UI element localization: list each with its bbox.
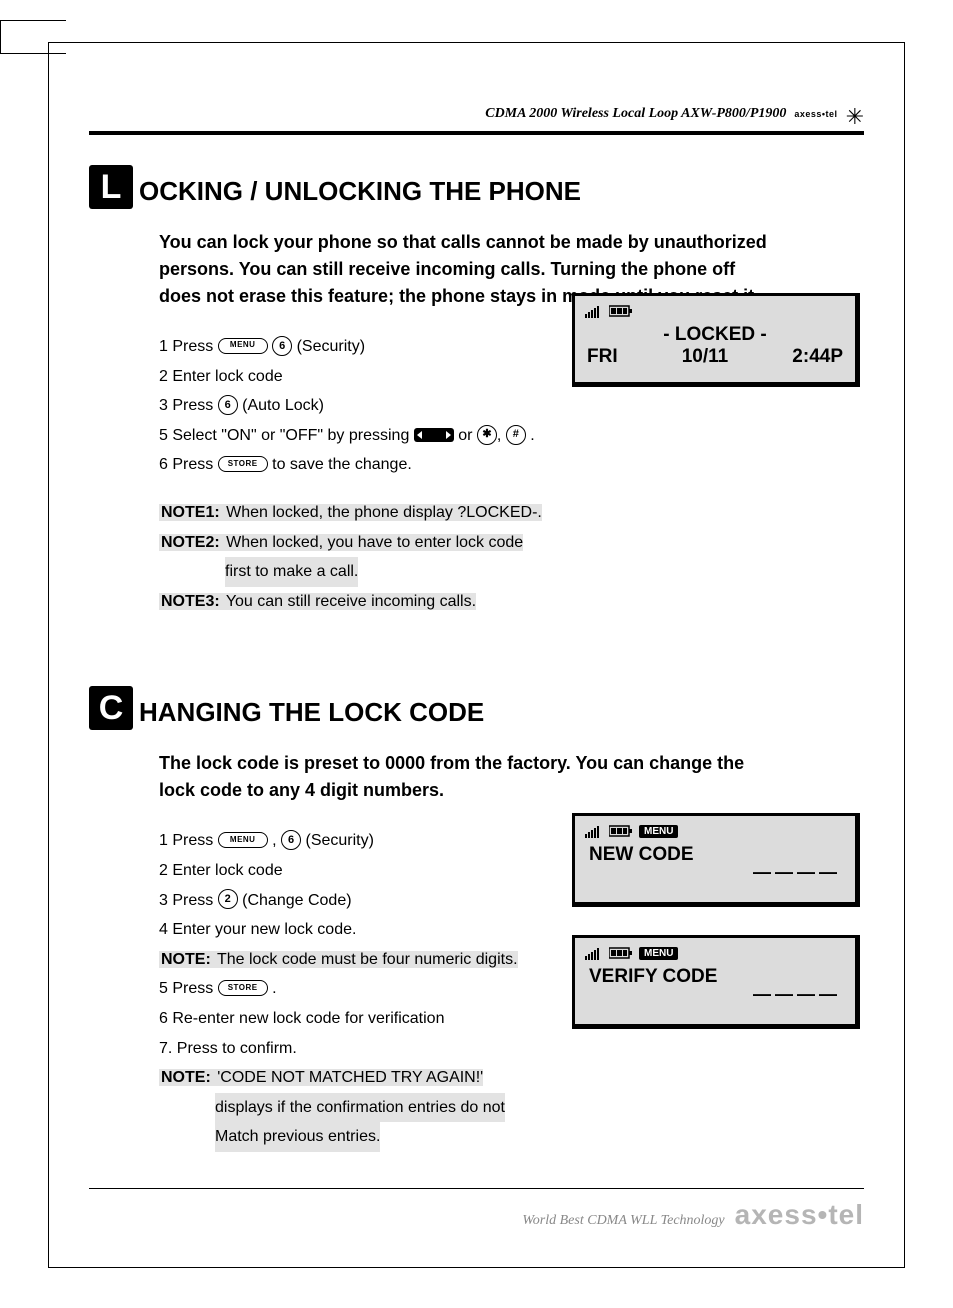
section2-intro: The lock code is preset to 0000 from the… <box>159 750 779 804</box>
s1-step5-a: 5 Select "ON" or "OFF" by pressing <box>159 427 414 444</box>
s2-noteB-text: 'CODE NOT MATCHED TRY AGAIN!' <box>213 1069 483 1086</box>
s1-step1-a: 1 Press <box>159 338 218 355</box>
signal-icon <box>585 304 603 318</box>
s2-step3-a: 3 Press <box>159 892 218 909</box>
key-2-icon: 2 <box>218 889 238 909</box>
note2-cont: first to make a call. <box>225 557 358 587</box>
key-6-icon: 6 <box>218 395 238 415</box>
lcd1-day: FRI <box>587 346 618 368</box>
s2-step1-b: , <box>272 832 281 849</box>
section1-dropcap: L <box>89 165 133 209</box>
note1-label: NOTE1: <box>159 504 222 521</box>
lcd-verifycode-display: MENU VERIFY CODE ———— <box>572 935 860 1029</box>
key-star-icon: ✱ <box>477 425 497 445</box>
s1-step5-d: . <box>530 427 534 444</box>
s2-step1-a: 1 Press <box>159 832 218 849</box>
key-hash-icon: # <box>506 425 526 445</box>
s2-noteB-cont2: Match previous entries. <box>215 1122 380 1152</box>
logo-snowflake-icon: ✳ <box>846 106 864 128</box>
battery-icon <box>609 305 633 317</box>
store-key-icon: STORE <box>218 456 268 472</box>
s1-step5-b: or <box>458 427 477 444</box>
note2-text: When locked, you have to enter lock code <box>222 534 524 551</box>
note3-text: You can still receive incoming calls. <box>222 593 476 610</box>
lcd1-line1: - LOCKED - <box>585 324 845 346</box>
s1-step5-c: , <box>497 427 506 444</box>
section1-notes: NOTE1: When locked, the phone display ?L… <box>159 498 864 616</box>
page-footer: World Best CDMA WLL Technology axess•tel <box>89 1164 864 1231</box>
s2-step3-b: (Change Code) <box>242 892 351 909</box>
header-product-line: CDMA 2000 Wireless Local Loop AXW-P800/P… <box>485 106 786 122</box>
section2-title: C HANGING THE LOCK CODE <box>89 686 864 730</box>
lcd2-menu-badge: MENU <box>639 825 678 838</box>
section2-title-text: HANGING THE LOCK CODE <box>139 697 484 730</box>
s2-step7: 7. Press to confirm. <box>159 1034 864 1064</box>
s2-noteB-cont1: displays if the confirmation entries do … <box>215 1093 505 1123</box>
s2-step5-b: . <box>272 980 276 997</box>
s2-noteA-label: NOTE: <box>159 951 213 968</box>
s1-step3-a: 3 Press <box>159 397 218 414</box>
page-frame: CDMA 2000 Wireless Local Loop AXW-P800/P… <box>48 42 905 1268</box>
note2-label: NOTE2: <box>159 534 222 551</box>
lcd1-time: 2:44P <box>792 346 843 368</box>
section1-title: L OCKING / UNLOCKING THE PHONE <box>89 165 864 209</box>
note3-label: NOTE3: <box>159 593 222 610</box>
header-divider <box>89 131 864 135</box>
lcd3-menu-badge: MENU <box>639 947 678 960</box>
footer-divider <box>89 1188 864 1189</box>
battery-icon <box>609 947 633 959</box>
signal-icon <box>585 946 603 960</box>
section1-title-text: OCKING / UNLOCKING THE PHONE <box>139 176 581 209</box>
s2-step5-a: 5 Press <box>159 980 218 997</box>
s1-step1-b: (Security) <box>297 338 365 355</box>
key-6-icon: 6 <box>272 336 292 356</box>
s2-step1-c: (Security) <box>305 832 373 849</box>
lcd-newcode-display: MENU NEW CODE ———— <box>572 813 860 907</box>
s1-step6-b: to save the change. <box>272 456 412 473</box>
store-key-icon: STORE <box>218 980 268 996</box>
note1-text: When locked, the phone display ?LOCKED-. <box>222 504 542 521</box>
s1-step3-b: (Auto Lock) <box>242 397 324 414</box>
signal-icon <box>585 824 603 838</box>
lcd-locked-display: - LOCKED - FRI 10/11 2:44P <box>572 293 860 387</box>
footer-brand: axess•tel <box>735 1199 864 1231</box>
menu-key-icon: MENU <box>218 832 268 848</box>
key-6-icon: 6 <box>281 830 301 850</box>
s2-noteA-text: The lock code must be four numeric digit… <box>213 951 518 968</box>
header-logo-small: axess•tel <box>794 109 837 119</box>
s2-noteB-label: NOTE: <box>159 1069 213 1086</box>
footer-tagline: World Best CDMA WLL Technology <box>522 1213 724 1229</box>
nav-key-icon <box>414 428 454 442</box>
menu-key-icon: MENU <box>218 338 268 354</box>
battery-icon <box>609 825 633 837</box>
s1-step6-a: 6 Press <box>159 456 218 473</box>
lcd1-date: 10/11 <box>682 346 729 368</box>
section2-dropcap: C <box>89 686 133 730</box>
